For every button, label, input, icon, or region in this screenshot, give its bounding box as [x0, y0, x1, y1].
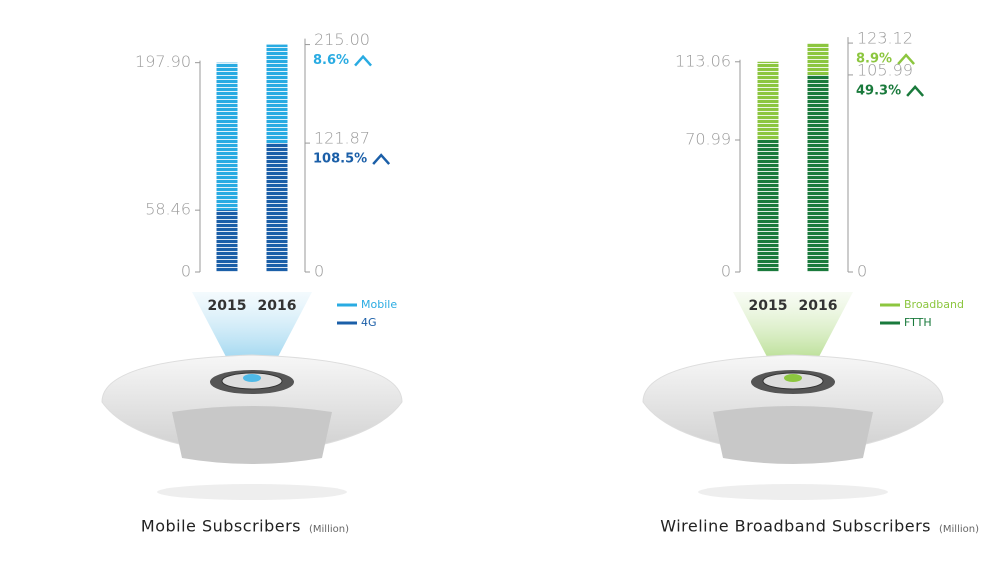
pedestal-front: [713, 406, 873, 464]
infographic: 0 0 197.90 58.46 2015 215.00 8.6% 121.87 108.5% 2…: [0, 0, 1002, 563]
legend-label: Broadband: [904, 298, 964, 311]
chart-title: Mobile Subscribers: [141, 517, 301, 536]
bar-stripes: [808, 75, 829, 272]
y-tick-label: 0: [181, 262, 191, 281]
value-label: 197.90: [135, 52, 191, 71]
value-label: 123.12: [857, 29, 913, 48]
y-tick-label: 0: [314, 262, 324, 281]
pedestal-shadow: [698, 484, 888, 500]
hub-light: [784, 374, 802, 382]
bar-stripes: [217, 210, 238, 272]
bar-stripes: [267, 143, 288, 272]
x-tick-label: 2016: [258, 298, 297, 314]
legend-label: 4G: [361, 316, 377, 329]
unit-label: (Million): [939, 524, 979, 535]
pedestal-shadow: [157, 484, 347, 500]
y-tick-label: 0: [857, 262, 867, 281]
bar-stripes: [758, 140, 779, 272]
value-label: 105.99: [857, 60, 913, 79]
hub-light: [243, 374, 261, 382]
x-tick-label: 2016: [799, 298, 838, 314]
change-label: 49.3%: [856, 83, 901, 98]
change-label: 108.5%: [313, 152, 367, 167]
up-arrow: [907, 87, 923, 96]
x-tick-label: 2015: [208, 298, 247, 314]
chart: 0 0 197.90 58.46 2015 215.00 8.6% 121.87 108.5% 2…: [102, 30, 402, 535]
up-arrow: [355, 57, 371, 66]
legend-label: Mobile: [361, 298, 397, 311]
unit-label: (Million): [309, 524, 349, 535]
up-arrow: [373, 155, 389, 164]
chart-title: Wireline Broadband Subscribers: [660, 517, 931, 536]
legend-label: FTTH: [904, 316, 932, 329]
value-label: 58.46: [145, 200, 191, 219]
x-tick-label: 2015: [749, 298, 788, 314]
y-tick-label: 0: [721, 262, 731, 281]
value-label: 121.87: [314, 129, 370, 148]
value-label: 215.00: [314, 30, 370, 49]
value-label: 70.99: [685, 130, 731, 149]
value-label: 113.06: [675, 51, 731, 70]
change-label: 8.6%: [313, 53, 349, 68]
pedestal-front: [172, 406, 332, 464]
